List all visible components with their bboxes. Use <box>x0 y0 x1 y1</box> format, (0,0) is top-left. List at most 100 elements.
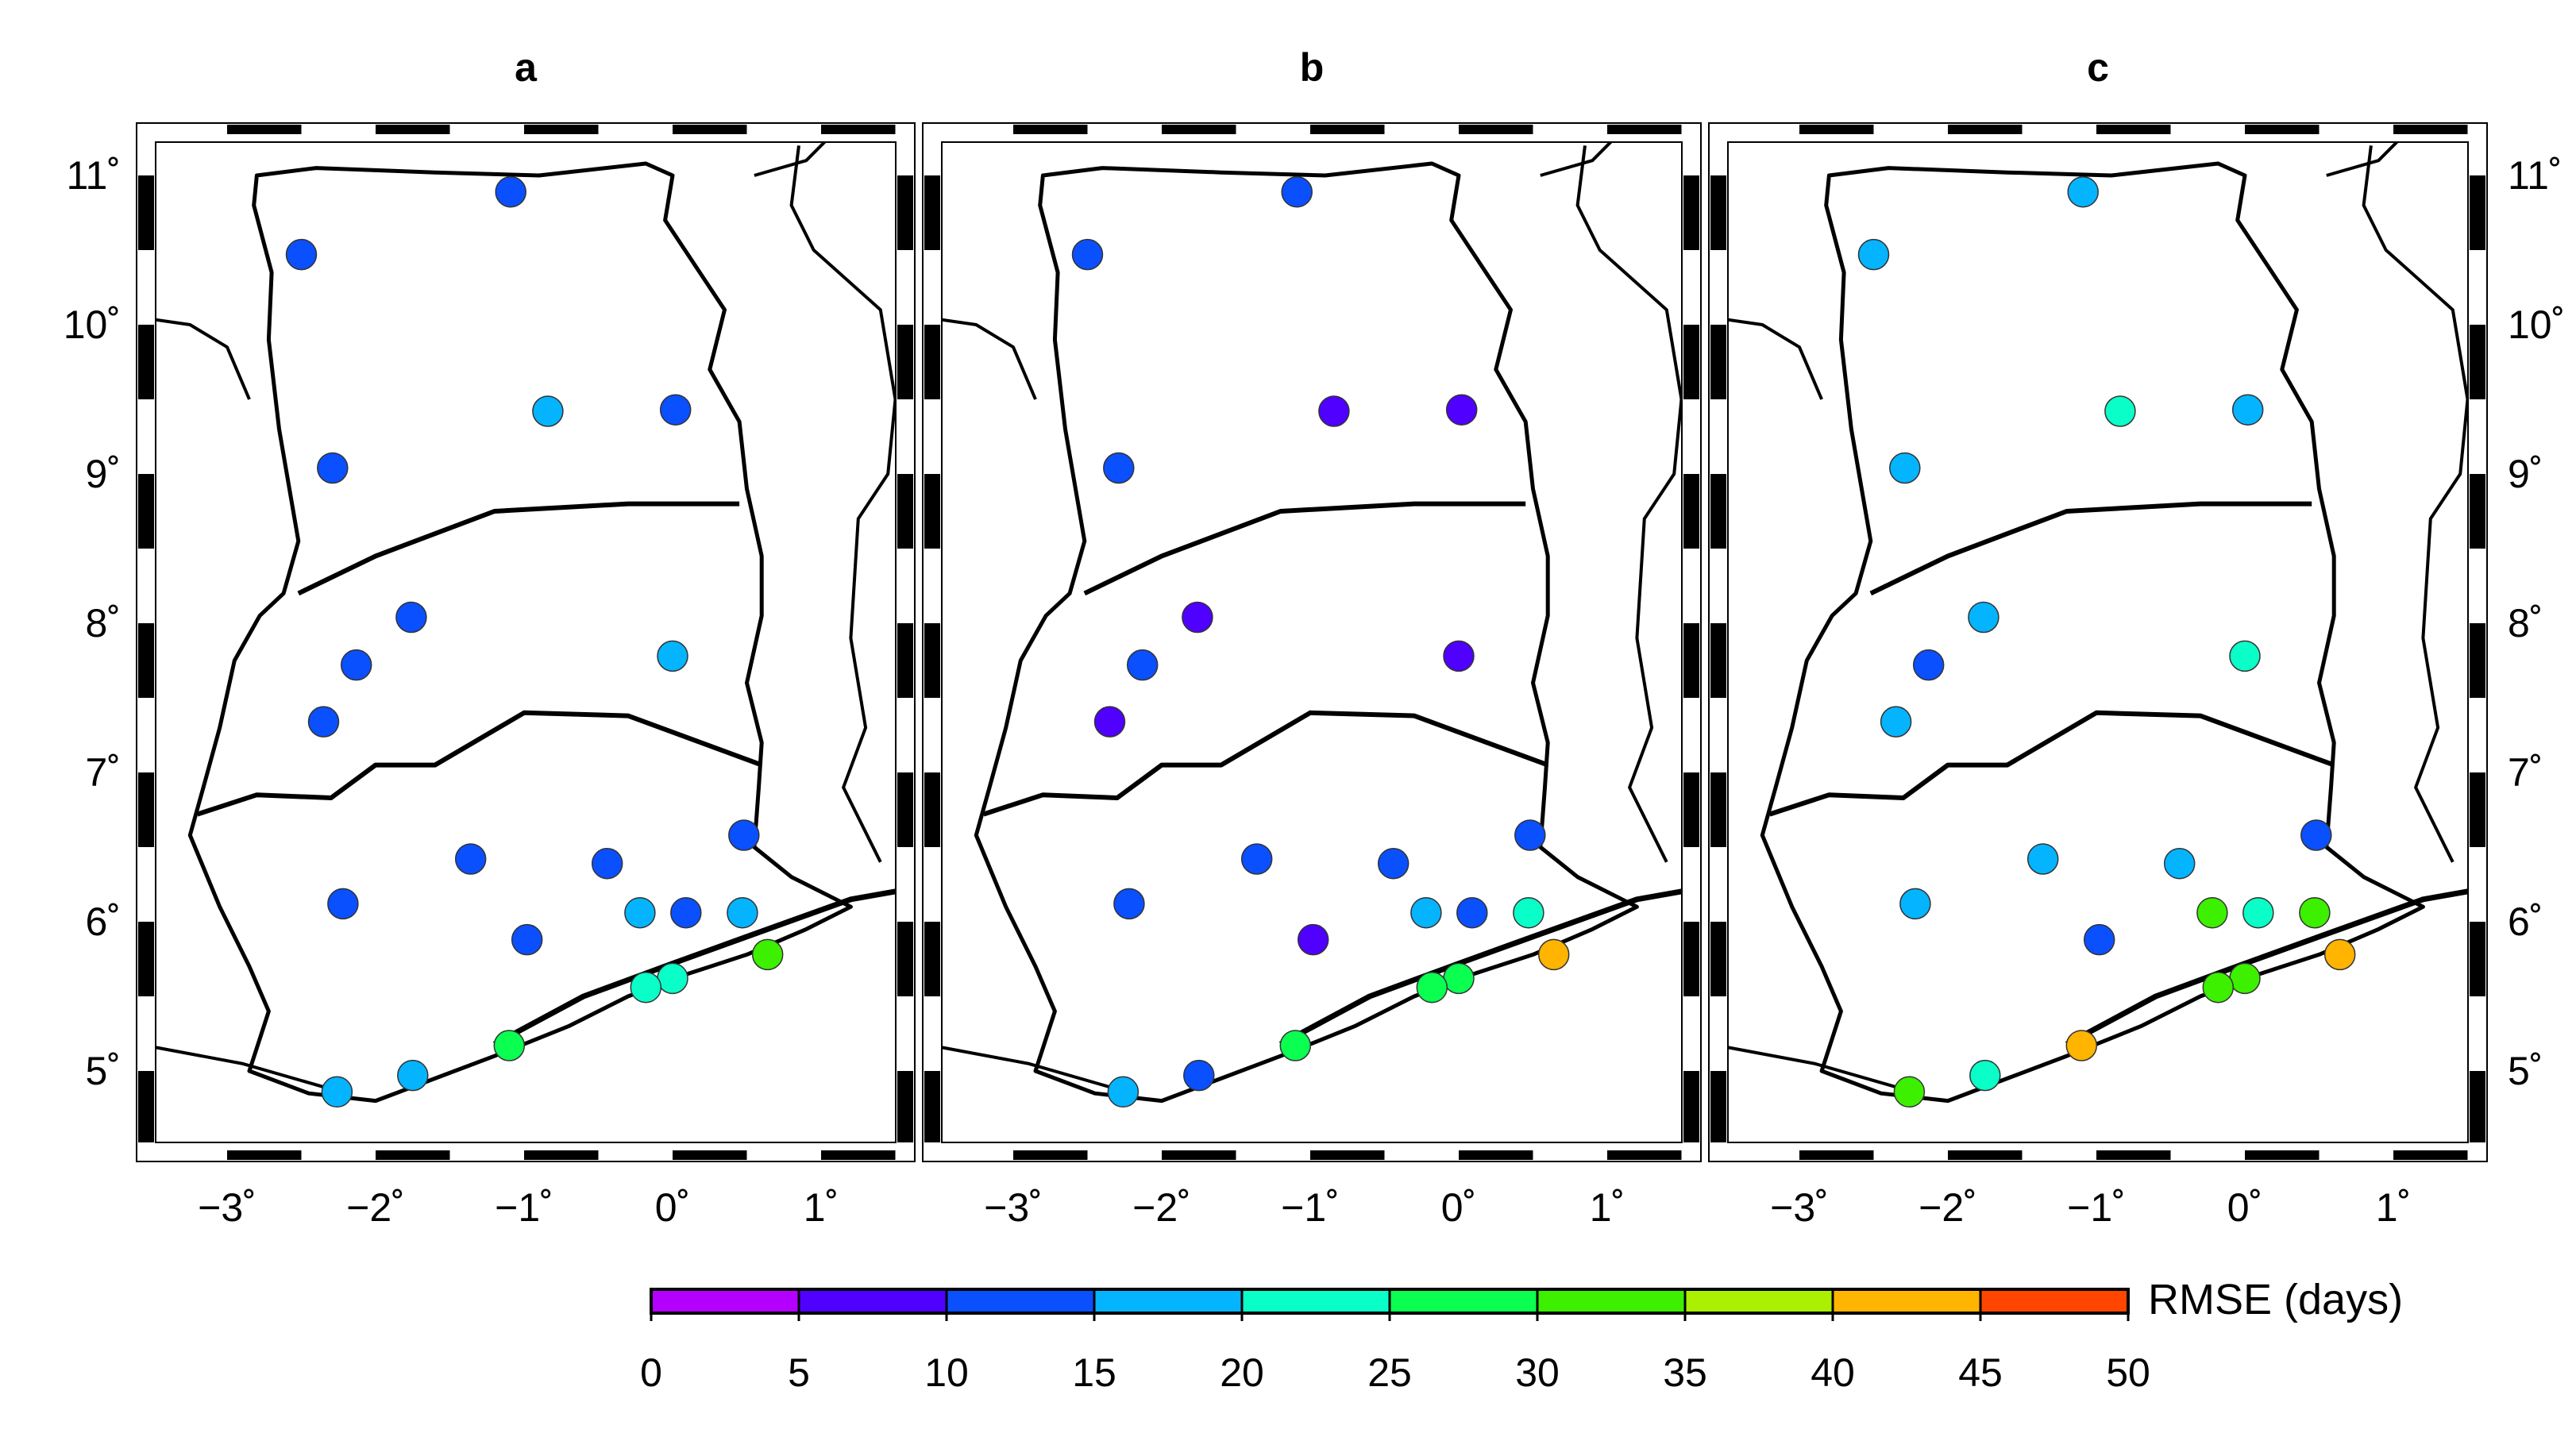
map-panel-c: c −3˚ −2˚ −1˚ 0˚ 1˚ <box>1708 45 2488 1230</box>
coastal-zone-boundary <box>2065 888 2468 1047</box>
lat-tick-label-left: 6˚ <box>86 899 121 944</box>
frame-tick-mark <box>138 325 154 399</box>
station-marker <box>1889 452 1921 484</box>
frame-tick-mark <box>924 1071 940 1142</box>
station-marker <box>624 896 656 929</box>
lon-tick-label: −2˚ <box>346 1185 405 1230</box>
lon-tick-label: 1˚ <box>2376 1185 2411 1230</box>
frame-tick-mark <box>138 772 154 847</box>
station-marker <box>1537 938 1570 971</box>
frame-tick-mark <box>1710 623 1726 698</box>
station-marker <box>1279 1030 1312 1061</box>
lon-tick-label: −1˚ <box>1281 1185 1340 1230</box>
frame-tick-mark <box>227 125 302 134</box>
zone-boundary-south <box>982 710 1549 817</box>
station-marker <box>727 896 758 929</box>
frame-tick-mark <box>138 175 154 250</box>
station-marker <box>395 601 427 634</box>
zone-boundary-north <box>1083 501 1526 596</box>
lon-tick-label: −1˚ <box>495 1185 553 1230</box>
frame-tick-mark <box>1683 175 1699 250</box>
frame-tick-mark <box>2470 922 2485 996</box>
frame-tick-mark <box>1607 1150 1682 1160</box>
frame-tick-mark <box>924 922 940 996</box>
frame-tick-mark <box>1459 1150 1533 1160</box>
map-panels: a −3˚ −2˚ −1˚ 0˚ 1˚ b −3˚ −2˚ −1˚ 0˚ 1˚ c −3˚ −2˚ −1˚ 0˚… <box>64 45 2566 1230</box>
colorbar-tick-label: 10 <box>924 1350 969 1395</box>
frame-tick-mark <box>227 1150 302 1160</box>
lon-tick-label: −1˚ <box>2067 1185 2126 1230</box>
frame-tick-mark <box>1799 125 1874 134</box>
frame-tick-mark <box>2470 474 2485 549</box>
frame-tick-mark <box>138 474 154 549</box>
neighbor-border <box>789 145 896 863</box>
frame-tick-mark <box>897 623 913 698</box>
station-marker <box>2196 896 2228 929</box>
frame-tick-mark <box>1710 325 1726 399</box>
station-marker <box>1126 649 1159 681</box>
frame-tick-mark <box>1683 325 1699 399</box>
map-panel-b: b −3˚ −2˚ −1˚ 0˚ 1˚ <box>922 45 1702 1230</box>
frame-tick-mark <box>1310 125 1385 134</box>
station-marker <box>1318 395 1350 427</box>
station-marker <box>1377 847 1409 880</box>
neighbor-border <box>156 318 251 400</box>
neighbor-border <box>942 1046 1133 1096</box>
frame-tick-mark <box>376 125 450 134</box>
station-marker <box>321 1076 353 1108</box>
station-marker <box>397 1059 429 1092</box>
station-marker <box>1857 238 1890 271</box>
frame-tick-mark <box>897 474 913 549</box>
frame-tick-mark <box>1710 1071 1726 1142</box>
station-marker <box>511 923 543 956</box>
frame-tick-mark <box>2096 125 2171 134</box>
frame-tick-mark <box>897 325 913 399</box>
lat-tick-label-right: 7˚ <box>2508 750 2543 795</box>
country-border <box>1760 161 2425 1104</box>
station-marker <box>591 847 623 880</box>
lon-tick-label: −3˚ <box>984 1185 1043 1230</box>
station-marker <box>659 394 692 426</box>
station-marker <box>2242 896 2274 929</box>
colorbar-tick-label: 45 <box>1958 1350 2003 1395</box>
colorbar-bin <box>651 1289 799 1313</box>
frame-tick-mark <box>1710 474 1726 549</box>
station-marker <box>2104 395 2136 427</box>
station-marker <box>2229 640 2261 672</box>
colorbar-bin <box>1537 1289 1685 1313</box>
neighbor-border <box>2326 142 2400 177</box>
frame-tick-mark <box>924 175 940 250</box>
neighbor-border <box>2362 145 2468 863</box>
frame-tick-mark <box>2245 125 2320 134</box>
lon-tick-label: −3˚ <box>1770 1185 1829 1230</box>
lon-tick-label: −2˚ <box>1919 1185 1977 1230</box>
colorbar-bin <box>1390 1289 1537 1313</box>
station-marker <box>493 1030 526 1061</box>
station-marker <box>2323 938 2356 971</box>
station-marker <box>327 888 359 920</box>
zone-boundary-north <box>297 501 740 596</box>
station-marker <box>1103 452 1135 484</box>
frame-tick-mark <box>1162 125 1236 134</box>
lat-tick-label-right: 6˚ <box>2508 899 2543 944</box>
coastal-zone-boundary <box>492 888 896 1047</box>
lat-tick-label-left: 11˚ <box>66 153 121 198</box>
station-marker <box>1969 1059 2001 1092</box>
colorbar-tick-label: 30 <box>1515 1350 1560 1395</box>
neighbor-border <box>942 318 1037 400</box>
neighbor-border <box>1728 318 1823 400</box>
colorbar-tick-label: 20 <box>1220 1350 1264 1395</box>
station-marker <box>1240 843 1273 875</box>
lat-tick-label-left: 8˚ <box>86 601 121 645</box>
station-marker <box>2083 923 2115 956</box>
colorbar-bin <box>1685 1289 1833 1313</box>
neighbor-border <box>1540 142 1614 177</box>
lon-tick-label: 0˚ <box>655 1185 690 1230</box>
frame-tick-mark <box>1162 1150 1236 1160</box>
colorbar-bin <box>1980 1289 2128 1313</box>
station-marker <box>1899 888 1931 920</box>
lat-tick-label-left: 10˚ <box>64 302 121 347</box>
station-marker <box>2026 843 2059 875</box>
station-marker <box>1880 706 1912 738</box>
